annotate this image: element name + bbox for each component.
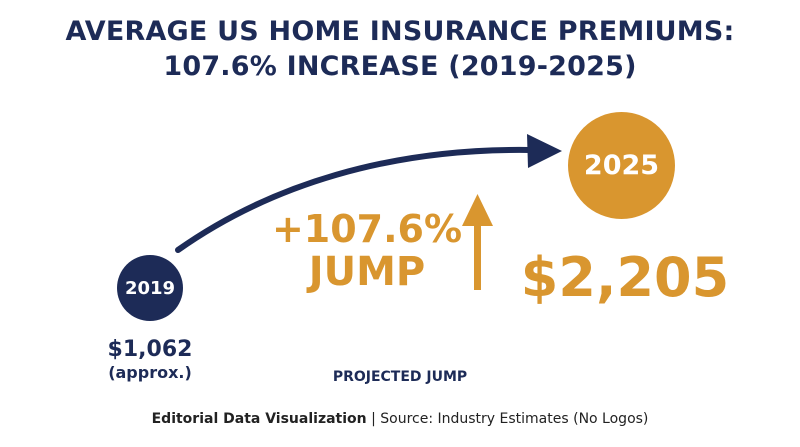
title-line-1: AVERAGE US HOME INSURANCE PREMIUMS: bbox=[65, 16, 735, 47]
year-2019-circle: 2019 bbox=[117, 255, 183, 321]
footer-source-text: | Source: Industry Estimates (No Logos) bbox=[366, 411, 649, 427]
projected-jump-caption: PROJECTED JUMP bbox=[332, 369, 468, 385]
value-2019-note: (approx.) bbox=[108, 363, 192, 382]
title-line-2: 107.6% INCREASE (2019-2025) bbox=[163, 51, 637, 82]
year-2019-label: 2019 bbox=[124, 277, 176, 299]
year-2025-label: 2025 bbox=[583, 150, 660, 181]
value-2019: $1,062 bbox=[107, 337, 193, 362]
curved-arrow-head bbox=[527, 134, 562, 168]
up-arrow-shaft bbox=[474, 222, 481, 290]
footer-source: Editorial Data Visualization | Source: I… bbox=[0, 411, 800, 427]
chart-title: AVERAGE US HOME INSURANCE PREMIUMS: 107.… bbox=[0, 14, 800, 84]
jump-label: JUMP bbox=[308, 249, 426, 295]
percent-change-label: +107.6% bbox=[271, 207, 463, 251]
value-2025: $2,205 bbox=[520, 246, 730, 309]
year-2025-circle: 2025 bbox=[568, 112, 675, 219]
curved-arrow-line bbox=[175, 146, 533, 253]
up-arrow-head bbox=[462, 194, 493, 226]
footer-bold-text: Editorial Data Visualization bbox=[151, 411, 367, 427]
